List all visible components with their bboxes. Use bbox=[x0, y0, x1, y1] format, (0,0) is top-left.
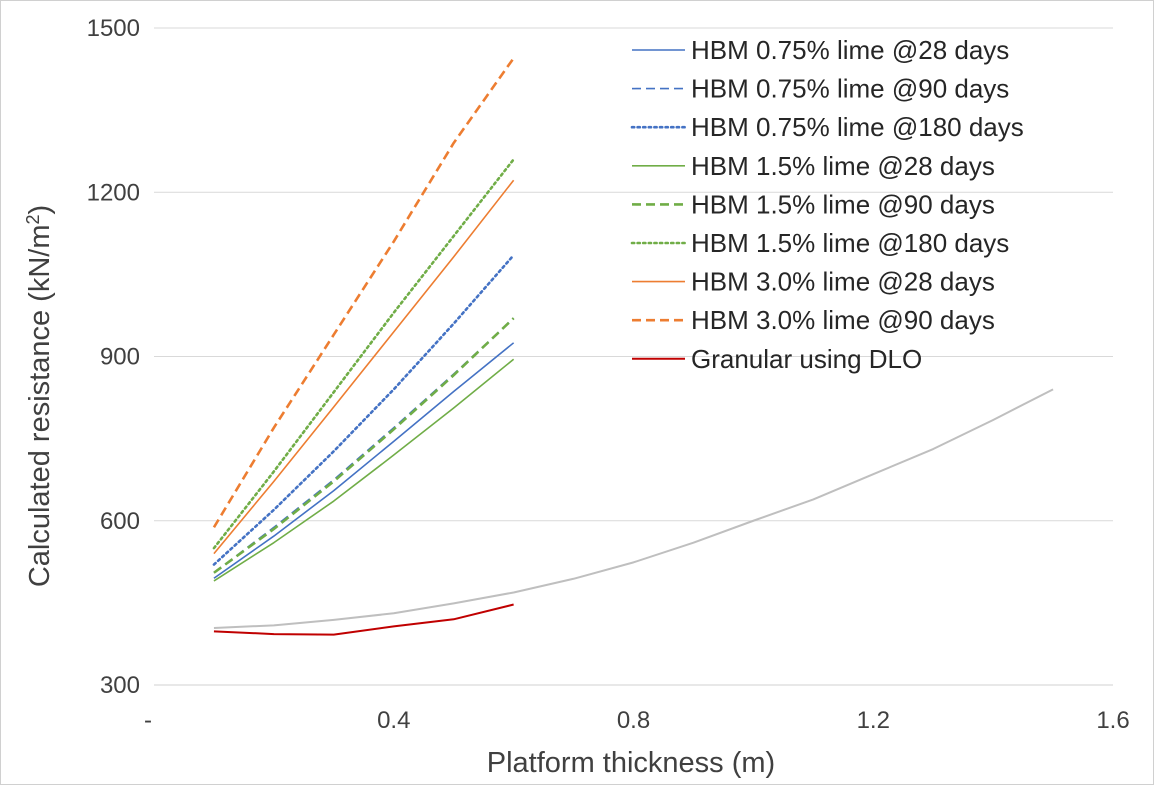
series-line-hbm-3-0-lime-90-days bbox=[212, 57, 515, 528]
y-axis-title-superscript: 2 bbox=[23, 215, 43, 225]
y-tick-label: 600 bbox=[100, 508, 140, 535]
legend-label: Granular using DLO bbox=[691, 344, 922, 374]
legend-label: HBM 0.75% lime @90 days bbox=[691, 74, 1009, 104]
legend-item: HBM 1.5% lime @90 days bbox=[632, 189, 995, 219]
legend-item: HBM 1.5% lime @28 days bbox=[632, 151, 995, 181]
x-tick-label: 0.4 bbox=[377, 707, 410, 734]
series-line-hbm-1-5-lime-28-days bbox=[213, 358, 515, 582]
legend-label: HBM 0.75% lime @28 days bbox=[691, 35, 1009, 65]
tick-labels: 300 600 900 1200 1500 - 0.4 0.8 1.2 1.6 bbox=[87, 15, 1130, 734]
legend-item: HBM 1.5% lime @180 days bbox=[630, 228, 1009, 258]
legend-label: HBM 0.75% lime @180 days bbox=[691, 112, 1024, 142]
legend-label: HBM 3.0% lime @28 days bbox=[691, 267, 995, 297]
series-lines bbox=[212, 57, 1054, 636]
legend-item: HBM 0.75% lime @90 days bbox=[632, 74, 1009, 104]
legend-item: HBM 0.75% lime @28 days bbox=[632, 35, 1009, 65]
x-tick-label: 1.2 bbox=[857, 707, 890, 734]
legend-label: HBM 3.0% lime @90 days bbox=[691, 305, 995, 335]
legend-item: HBM 3.0% lime @90 days bbox=[632, 305, 995, 335]
x-tick-label: 1.6 bbox=[1096, 707, 1129, 734]
y-axis-title-main: Calculated resistance (kN/m bbox=[24, 225, 56, 588]
series-line-hbm-3-0-lime-28-days bbox=[213, 179, 515, 555]
legend-item: HBM 0.75% lime @180 days bbox=[630, 112, 1024, 142]
y-tick-label: 1500 bbox=[87, 15, 140, 42]
gridlines bbox=[154, 27, 1113, 522]
series-line-granular-using-dlo bbox=[213, 603, 514, 636]
series-line-hbm-0-75-lime-28-days bbox=[213, 342, 515, 579]
y-tick-label: 900 bbox=[100, 344, 140, 371]
series-line-hbm-1-5-lime-90-days bbox=[213, 317, 515, 574]
series-line-hbm-0-75-lime-180-days bbox=[212, 253, 515, 566]
legend: HBM 0.75% lime @28 days HBM 0.75% lime @9… bbox=[630, 35, 1024, 374]
x-tick-label: - bbox=[144, 707, 152, 734]
x-tick-label: 0.8 bbox=[617, 707, 650, 734]
y-axis-title: Calculated resistance (kN/m2) bbox=[23, 205, 56, 587]
legend-label: HBM 1.5% lime @28 days bbox=[691, 151, 995, 181]
x-axis-title: Platform thickness (m) bbox=[487, 747, 775, 779]
y-tick-label: 300 bbox=[100, 672, 140, 699]
legend-label: HBM 1.5% lime @180 days bbox=[691, 228, 1009, 258]
series-line-unlabeled-grey bbox=[213, 388, 1054, 630]
legend-item: Granular using DLO bbox=[632, 344, 922, 374]
legend-item: HBM 3.0% lime @28 days bbox=[632, 267, 995, 297]
y-axis-title-suffix: ) bbox=[24, 205, 56, 215]
series-line-hbm-1-5-lime-180-days bbox=[212, 158, 515, 550]
legend-label: HBM 1.5% lime @90 days bbox=[691, 189, 995, 219]
y-tick-label: 1200 bbox=[87, 179, 140, 206]
